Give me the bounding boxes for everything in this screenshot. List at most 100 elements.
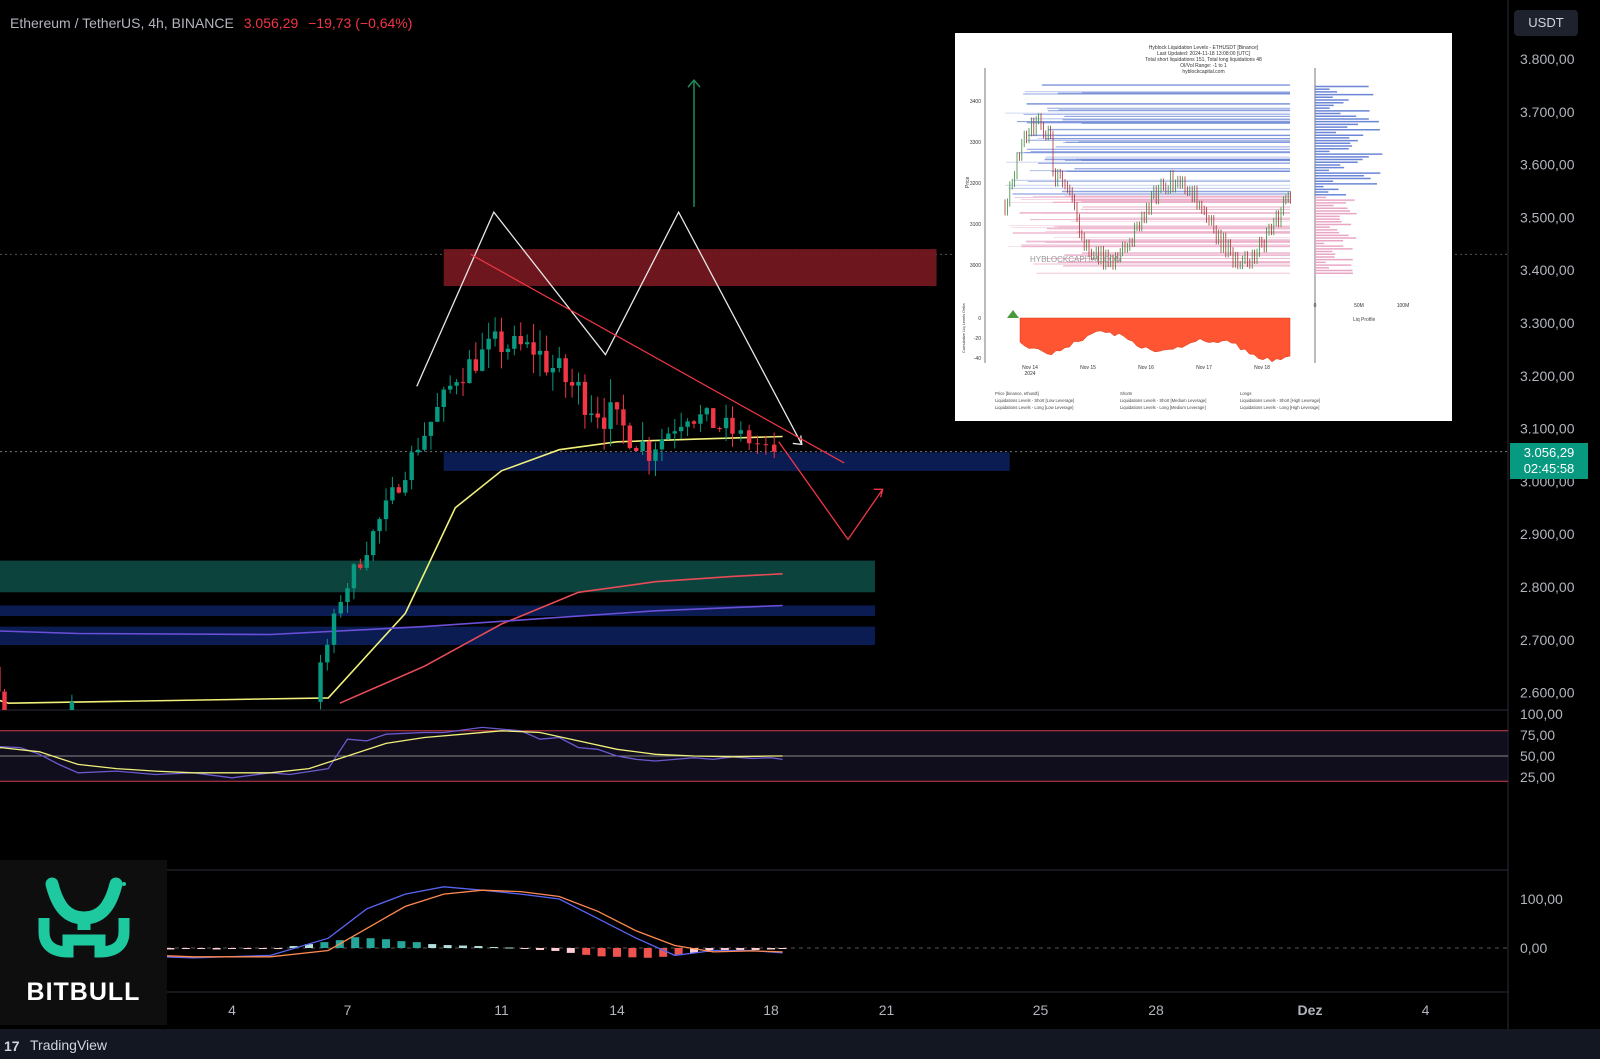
rsi-pane [0, 726, 1508, 782]
macd-histogram-bar [181, 948, 190, 949]
candle [698, 414, 703, 424]
inset-watermark: HYBLOCKCAPITAL.COM [1030, 255, 1122, 264]
candle [409, 452, 414, 481]
candle [428, 421, 434, 436]
macd-histogram-bar [767, 948, 775, 950]
candle [499, 331, 504, 353]
macd-histogram-bar [690, 948, 698, 953]
macd-histogram-bar [536, 948, 544, 950]
tradingview-brand[interactable]: TradingView [30, 1037, 108, 1053]
macd-histogram-bar [659, 948, 668, 957]
candle [338, 601, 343, 614]
candle [685, 421, 690, 427]
candle [601, 417, 607, 429]
price-axis-label: 2.800,00 [1520, 579, 1575, 595]
candle [666, 433, 671, 440]
double-top-pattern [416, 210, 803, 445]
candle [492, 331, 498, 339]
inset-legend-item: Longs [1240, 391, 1251, 396]
time-axis-label: 4 [228, 1002, 236, 1018]
candle [691, 421, 697, 424]
price-axis-label: 3.800,00 [1520, 51, 1575, 67]
macd-histogram-bar [628, 948, 637, 958]
last-price-value: 3.056,29 [1523, 445, 1575, 460]
price-zones [0, 249, 1010, 646]
time-axis-label: 7 [344, 1002, 352, 1018]
header-price: 3.056,29 [243, 15, 299, 31]
candle [595, 413, 600, 418]
inset-title-line: OI/Vol Range: -1 to 1 [1180, 63, 1227, 69]
candle [678, 426, 684, 432]
candle [403, 480, 408, 493]
candle [480, 349, 485, 371]
candle [358, 564, 363, 568]
macd-histogram-bar [705, 948, 714, 952]
inset-delta-area [1019, 317, 1291, 363]
candle [746, 430, 752, 444]
candle [563, 358, 568, 383]
inset-title: Hyblock Liquidation Levels - ETHUSDT [Bi… [955, 45, 1452, 75]
candle [576, 381, 581, 386]
candle [653, 449, 658, 461]
time-axis-label: 21 [879, 1002, 895, 1018]
candle [473, 359, 479, 371]
macd-histogram-bar [428, 944, 437, 948]
macd-signal [47, 889, 783, 958]
axes: 3.800,00 3.700,00 3.600,00 3.500,00 3.400,00… [228, 51, 1575, 1018]
inset-x-tick: Nov 17 [1196, 365, 1212, 371]
inset-y-label: Price [965, 176, 971, 188]
macd-histogram-bar [566, 948, 575, 953]
candle [486, 338, 491, 350]
tradingview-logo-icon[interactable]: 17 [4, 1038, 20, 1054]
inset-title-line: hyblockcapital.com [1182, 69, 1225, 75]
time-axis-label: 4 [1422, 1002, 1430, 1018]
last-price-tag: 3.056,29 02:45:58 [1510, 443, 1588, 479]
macd-histogram-bar [289, 946, 298, 948]
candle [589, 413, 594, 415]
candle [390, 487, 395, 501]
macd-histogram-bar [474, 946, 483, 948]
inset-legend-item: Liquidations Levels - Short [High Levera… [1240, 398, 1320, 403]
candle [711, 408, 716, 429]
candle [331, 613, 337, 645]
macd-histogram-bar [382, 939, 390, 948]
inset-delta-tick: -40 [974, 356, 981, 362]
inset-legend-item: Liquidations Levels - Short [Low Leverag… [995, 398, 1074, 403]
macd-histogram-bar [520, 948, 529, 949]
candle [447, 385, 453, 390]
candle [608, 402, 613, 429]
candle [672, 431, 677, 434]
candle [738, 430, 744, 434]
candle [627, 425, 633, 448]
price-axis-label: 3.700,00 [1520, 104, 1575, 120]
candle [422, 435, 427, 450]
macd-histogram-bar [489, 947, 498, 949]
inset-delta-positive [1007, 310, 1019, 318]
macd-histogram-bar [166, 948, 175, 950]
time-axis-label: 25 [1033, 1002, 1049, 1018]
inset-legend-item: Liquidations Levels - Long [Medium Lever… [1120, 405, 1206, 410]
currency-button[interactable]: USDT [1514, 10, 1578, 36]
macd-histogram-bar [212, 948, 221, 950]
macd-histogram-bar [397, 941, 406, 948]
candle [621, 409, 626, 426]
price-axis-label: 2.600,00 [1520, 685, 1575, 701]
inset-x-tick: Nov 18 [1254, 365, 1270, 371]
candle [364, 555, 369, 568]
candle [772, 444, 777, 452]
inset-title-line: Last Updated: 2024-11-18 13:08:00 [UTC] [1156, 51, 1251, 57]
rsi-axis-label: 25,00 [1520, 769, 1555, 785]
bitbull-mark-icon [38, 877, 130, 958]
price-axis-label: 2.700,00 [1520, 632, 1575, 648]
zone-demand-low-1 [0, 605, 875, 617]
inset-y-tick: 3100 [970, 222, 981, 228]
candle [557, 358, 562, 368]
bitbull-wordmark: BITBULL [26, 978, 141, 1006]
header-change: −19,73 (−0,64%) [308, 15, 413, 31]
candle [582, 381, 588, 415]
candle [569, 382, 575, 386]
price-axis-label: 2.900,00 [1520, 526, 1575, 542]
macd-histogram-bar [197, 948, 206, 949]
candle [460, 382, 466, 384]
